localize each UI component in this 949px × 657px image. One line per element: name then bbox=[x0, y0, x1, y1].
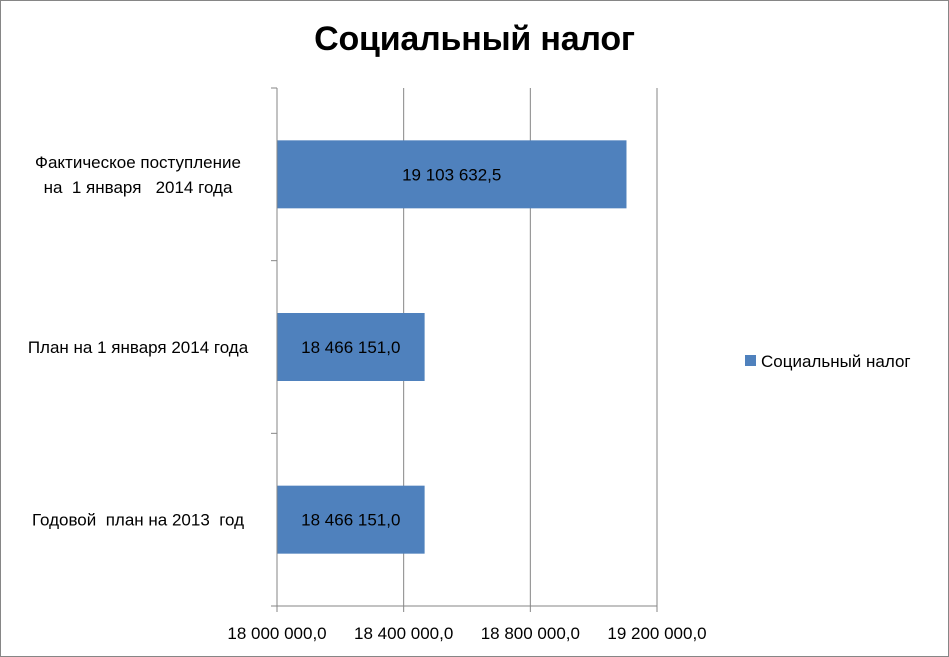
bar bbox=[277, 313, 425, 381]
data-label: 18 466 151,0 bbox=[301, 338, 400, 357]
x-tick-label: 18 400 000,0 bbox=[354, 624, 453, 643]
data-label: 18 466 151,0 bbox=[301, 511, 400, 530]
legend: Социальный налог bbox=[745, 352, 911, 371]
chart-title: Социальный налог bbox=[314, 20, 635, 58]
bar bbox=[277, 140, 627, 209]
x-tick-label: 18 000 000,0 bbox=[227, 624, 326, 643]
legend-swatch bbox=[745, 355, 756, 366]
bars bbox=[277, 140, 627, 554]
category-label: План на 1 января 2014 года bbox=[28, 338, 249, 357]
x-tick-label: 18 800 000,0 bbox=[481, 624, 580, 643]
bar bbox=[277, 485, 425, 554]
category-label: Годовой план на 2013 год bbox=[32, 511, 244, 530]
legend-label: Социальный налог bbox=[761, 352, 911, 371]
labels: 19 103 632,5 Фактическое поступление на 1 … bbox=[28, 153, 707, 643]
axes bbox=[271, 87, 658, 612]
category-label: Фактическое поступление на 1 января 2014 … bbox=[35, 153, 241, 197]
x-tick-label: 19 200 000,0 bbox=[607, 624, 706, 643]
data-label: 19 103 632,5 bbox=[402, 165, 501, 184]
